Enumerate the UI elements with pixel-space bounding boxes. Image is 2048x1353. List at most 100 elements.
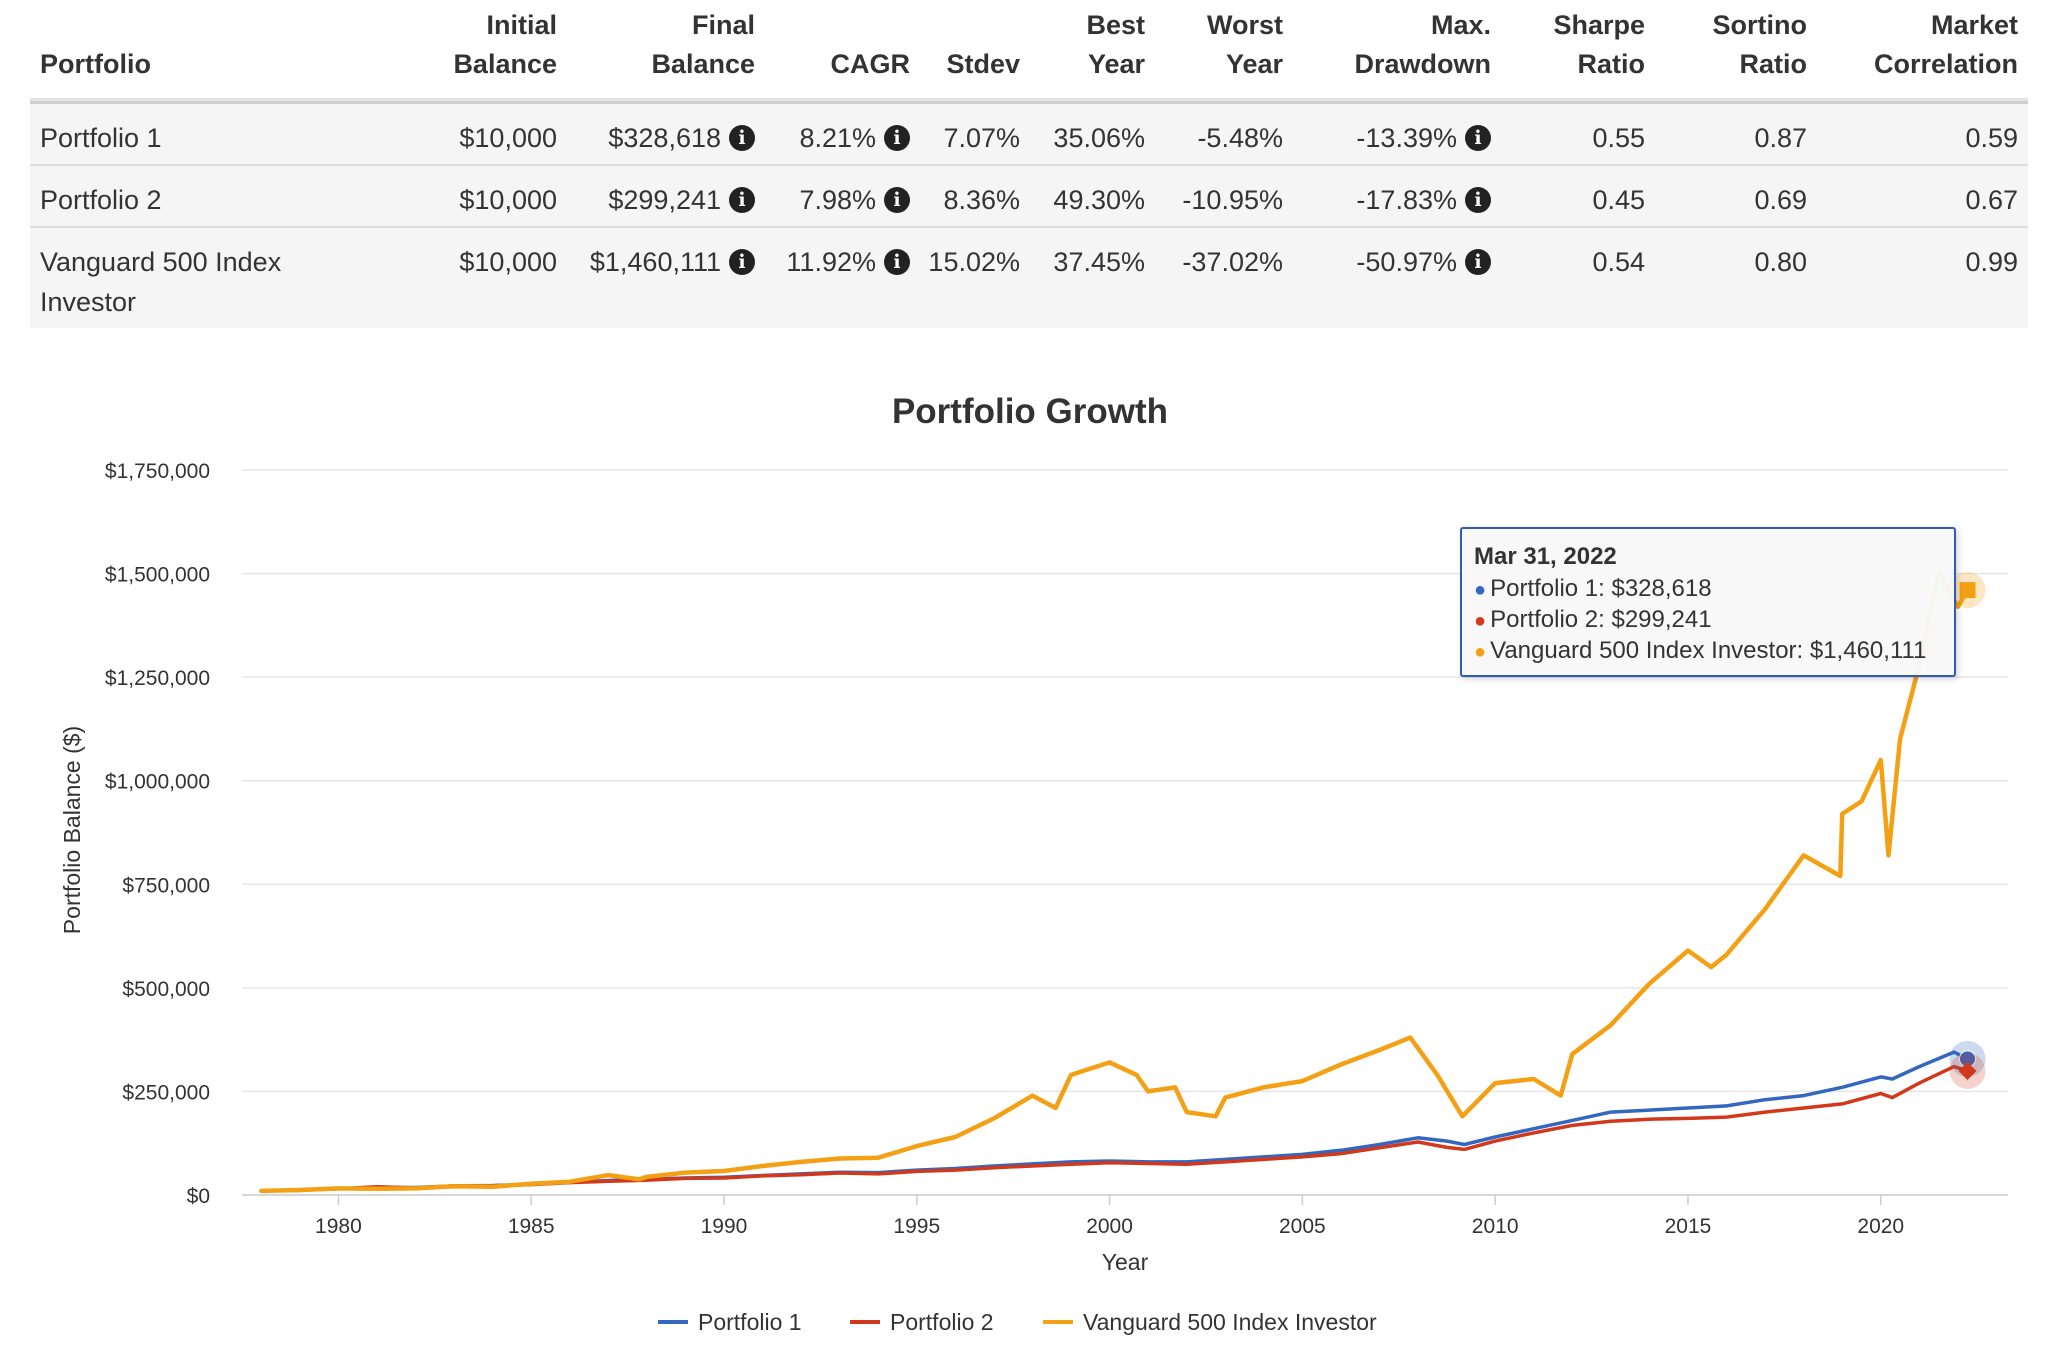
header-sortino-ratio[interactable]: Sortino Ratio <box>1653 6 1815 98</box>
info-icon[interactable]: i <box>729 249 755 275</box>
cell-worst-year: -10.95% <box>1182 185 1283 215</box>
cell-stdev: 8.36% <box>943 185 1020 215</box>
y-tick-label: $1,750,000 <box>105 460 210 483</box>
grid-layer <box>242 469 2008 1196</box>
info-icon[interactable]: i <box>1465 187 1491 213</box>
info-icon[interactable]: i <box>884 125 910 151</box>
cell-best-year: 35.06% <box>1053 123 1145 153</box>
header-label: CAGR <box>830 49 911 79</box>
x-tick-label: 1980 <box>315 1215 362 1238</box>
series-layer <box>259 571 1970 1194</box>
info-icon[interactable]: i <box>1465 249 1491 275</box>
hover-marker-vanguard <box>1959 582 1976 599</box>
cell-value: 11.92% <box>786 247 876 277</box>
cell-worst-year: -37.02% <box>1182 247 1283 277</box>
header-label: Correlation <box>1873 49 2018 79</box>
header-worst-year[interactable]: Worst Year <box>1153 6 1291 98</box>
cell-portfolio-name: Portfolio 1 <box>40 123 162 153</box>
legend-item[interactable]: Portfolio 2 <box>850 1309 994 1335</box>
cell-portfolio-name: Vanguard 500 Index Investor <box>40 247 282 317</box>
tooltip-line-portfolio-2: ● Portfolio 2: $299,241 <box>1474 605 1940 636</box>
cell-sortino-ratio: 0.80 <box>1754 247 1807 277</box>
series-line-portfolio-2[interactable] <box>259 1064 1970 1193</box>
cell-portfolio-name: Portfolio 2 <box>40 185 162 215</box>
header-max-drawdown[interactable]: Max. Drawdown <box>1291 6 1491 98</box>
header-label: Best <box>1086 10 1145 40</box>
chart-tooltip: Mar 31, 2022 ● Portfolio 1: $328,618 ● Por… <box>1460 527 1956 677</box>
info-icon[interactable]: i <box>884 249 910 275</box>
tooltip-line-portfolio-1: ● Portfolio 1: $328,618 <box>1474 574 1940 605</box>
cell-worst-year: -5.48% <box>1197 123 1283 153</box>
cell-best-year: 49.30% <box>1053 185 1145 215</box>
legend-label: Portfolio 2 <box>890 1309 994 1335</box>
legend-label: Vanguard 500 Index Investor <box>1083 1309 1377 1335</box>
header-sharpe-ratio[interactable]: Sharpe Ratio <box>1491 6 1653 98</box>
legend-label: Portfolio 1 <box>698 1309 802 1335</box>
header-label: Worst <box>1206 10 1283 40</box>
series-dot-icon: ● <box>1474 641 1487 663</box>
info-icon[interactable]: i <box>884 187 910 213</box>
cell-sortino-ratio: 0.87 <box>1754 123 1807 153</box>
tooltip-line-vanguard: ● Vanguard 500 Index Investor: $1,460,111 <box>1474 636 1940 667</box>
series-line-portfolio-1[interactable] <box>259 1050 1970 1193</box>
header-stdev[interactable]: Stdev <box>910 45 1028 98</box>
y-tick-label: $1,500,000 <box>105 564 210 587</box>
legend-item[interactable]: Portfolio 1 <box>658 1309 802 1335</box>
x-axis: 1980 1985 1990 1995 2000 2005 2010 2015 2020 <box>315 1195 1904 1238</box>
header-label: Market <box>1930 10 2018 40</box>
header-label: Stdev <box>946 49 1020 79</box>
cell-max-drawdown: -17.83% i <box>1291 166 1491 220</box>
cell-stdev: 7.07% <box>943 123 1020 153</box>
legend-item[interactable]: Vanguard 500 Index Investor <box>1043 1309 1377 1335</box>
info-icon[interactable]: i <box>729 125 755 151</box>
header-initial-balance[interactable]: Initial Balance <box>350 6 565 98</box>
y-tick-label: $1,250,000 <box>105 667 210 690</box>
cell-value: $1,460,111 <box>589 247 721 277</box>
header-label: Ratio <box>1577 49 1646 79</box>
portfolio-stats-table: Portfolio Initial Balance Final Balance CA… <box>30 0 2028 328</box>
cell-initial-balance: $10,000 <box>459 123 557 153</box>
header-best-year[interactable]: Best Year <box>1028 6 1153 98</box>
cell-best-year: 37.45% <box>1053 247 1145 277</box>
cell-sortino-ratio: 0.69 <box>1754 185 1807 215</box>
cell-value: $299,241 <box>608 185 721 215</box>
cell-initial-balance: $10,000 <box>459 185 557 215</box>
series-line-vanguard-500-index-investor[interactable] <box>259 571 1970 1194</box>
x-tick-label: 2005 <box>1279 1215 1326 1238</box>
cell-stdev: 15.02% <box>928 247 1020 277</box>
tooltip-text: Vanguard 500 Index Investor: $1,460,111 <box>1490 637 1927 664</box>
chart-legend: Portfolio 1 Portfolio 2 Vanguard 500 Index… <box>658 1309 1377 1335</box>
table-row: Portfolio 2 $10,000 $299,241 i 7.98% i 8.3… <box>30 166 2028 228</box>
x-tick-label: 1995 <box>893 1215 940 1238</box>
header-portfolio[interactable]: Portfolio <box>30 45 350 98</box>
cell-cagr: 8.21% i <box>755 104 910 158</box>
x-tick-label: 2010 <box>1472 1215 1519 1238</box>
cell-sharpe-ratio: 0.55 <box>1592 123 1645 153</box>
header-label: Balance <box>453 49 557 79</box>
header-label: Ratio <box>1739 49 1808 79</box>
y-tick-label: $1,000,000 <box>105 771 210 794</box>
cell-market-correlation: 0.67 <box>1965 185 2018 215</box>
x-tick-label: 2000 <box>1086 1215 1133 1238</box>
cell-final-balance: $328,618 i <box>565 104 755 158</box>
header-label: Max. <box>1430 10 1491 40</box>
info-icon[interactable]: i <box>1465 125 1491 151</box>
y-tick-label: $750,000 <box>122 874 210 897</box>
cell-value: -13.39% <box>1356 123 1457 153</box>
cell-initial-balance: $10,000 <box>459 247 557 277</box>
x-tick-label: 2015 <box>1665 1215 1712 1238</box>
header-cagr[interactable]: CAGR <box>755 45 911 98</box>
header-label: Sharpe <box>1553 10 1645 40</box>
header-final-balance[interactable]: Final Balance <box>565 6 755 98</box>
header-label: Year <box>1087 49 1145 79</box>
table-row: Portfolio 1 $10,000 $328,618 i 8.21% i 7.0… <box>30 104 2028 166</box>
info-icon[interactable]: i <box>729 187 755 213</box>
header-label: Final <box>691 10 755 40</box>
table-row: Vanguard 500 Index Investor $10,000 $1,4… <box>30 228 2028 328</box>
header-label: Year <box>1225 49 1283 79</box>
header-label: Sortino <box>1712 10 1808 40</box>
cell-market-correlation: 0.99 <box>1965 247 2018 277</box>
header-market-correlation[interactable]: Market Correlation <box>1815 6 2028 98</box>
